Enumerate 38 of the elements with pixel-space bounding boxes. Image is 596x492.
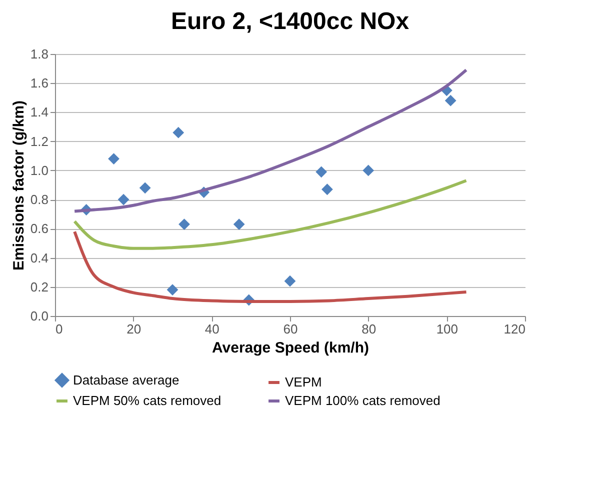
point (172, 126, 184, 138)
point (444, 94, 456, 106)
y-tick-label: 0.6 (30, 221, 48, 236)
legend-label: Database average (73, 372, 180, 388)
x-tick-label: 40 (204, 322, 220, 336)
point (118, 194, 130, 206)
point (108, 153, 120, 164)
line-series (73, 68, 468, 213)
y-tick-label: 1.0 (30, 162, 48, 178)
x-axis-title: Average Speed (km/h) (212, 340, 369, 356)
x-tick-label: 80 (362, 322, 376, 336)
point (284, 275, 296, 287)
x-tick-label: 60 (283, 322, 298, 336)
y-tick-label: 0.2 (30, 279, 48, 294)
legend-label: VEPM 50% cats removed (73, 393, 222, 408)
y-tick-label: 0.4 (30, 250, 48, 266)
x-tick-label: 120 (504, 322, 526, 336)
y-tick-label: 1.6 (30, 76, 48, 91)
y-tick-label: 1.2 (30, 134, 48, 149)
line-series (73, 179, 468, 250)
point (322, 184, 333, 196)
y-tick-label: 1.8 (30, 46, 48, 62)
point (362, 164, 374, 176)
x-tick-label: 100 (436, 322, 458, 336)
point (178, 218, 190, 230)
point (139, 182, 151, 194)
y-tick-label: 0.0 (30, 308, 48, 324)
y-tick-label: 0.8 (30, 192, 48, 208)
chart-title: Euro 2, <1400cc NOx (170, 8, 410, 35)
point (316, 166, 328, 178)
point (166, 284, 178, 296)
y-axis-title: Emissions factor (g/km) (10, 100, 28, 271)
x-tick-label: 20 (126, 322, 142, 336)
point (233, 218, 245, 230)
legend-label: VEPM 100% cats removed (285, 393, 440, 408)
x-tick-label: 0 (56, 322, 63, 336)
y-tick-label: 1.4 (30, 104, 48, 120)
legend-label: VEPM (285, 374, 322, 390)
